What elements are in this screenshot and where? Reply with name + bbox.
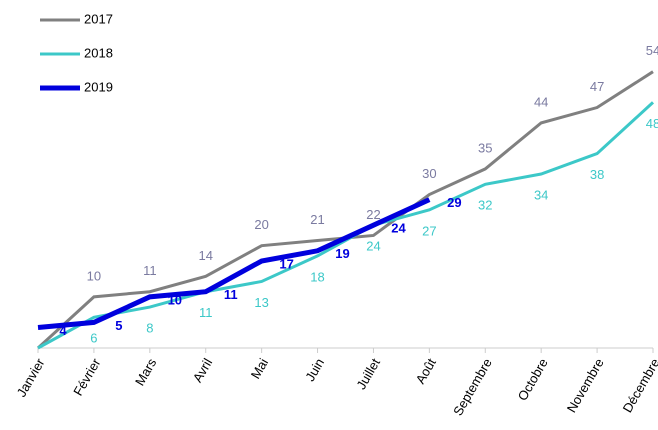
data-label: 35 bbox=[478, 140, 492, 155]
data-label: 44 bbox=[534, 94, 548, 109]
data-label: 13 bbox=[254, 295, 268, 310]
data-label: 20 bbox=[254, 217, 268, 232]
data-label: 48 bbox=[646, 116, 658, 131]
data-label: 24 bbox=[391, 221, 406, 236]
data-label: 29 bbox=[447, 195, 461, 210]
data-label: 32 bbox=[478, 198, 492, 213]
data-label: 47 bbox=[590, 79, 604, 94]
x-tick-label: Octobre bbox=[515, 356, 551, 404]
x-tick-label: Avril bbox=[190, 356, 216, 385]
legend-label: 2018 bbox=[84, 45, 113, 60]
x-tick-label: Janvier bbox=[14, 355, 48, 399]
data-label: 11 bbox=[199, 305, 213, 320]
data-label: 22 bbox=[366, 207, 380, 222]
data-label: 21 bbox=[310, 212, 324, 227]
data-label: 18 bbox=[310, 269, 324, 284]
line bbox=[37, 197, 431, 331]
data-label: 6 bbox=[90, 331, 97, 346]
data-label: 8 bbox=[146, 321, 153, 336]
data-label: 11 bbox=[224, 287, 238, 302]
x-tick-label: Juin bbox=[302, 356, 327, 384]
data-label: 10 bbox=[168, 292, 182, 307]
legend-label: 2019 bbox=[84, 79, 113, 94]
x-tick-label: Novembre bbox=[564, 356, 607, 415]
data-label: 54 bbox=[646, 43, 658, 58]
data-label: 17 bbox=[279, 256, 293, 271]
data-label: 38 bbox=[590, 167, 604, 182]
x-tick-label: Août bbox=[413, 355, 440, 386]
data-label: 14 bbox=[198, 248, 212, 263]
data-label: 34 bbox=[534, 187, 548, 202]
data-label: 5 bbox=[115, 318, 122, 333]
data-label: 30 bbox=[422, 166, 436, 181]
x-tick-label: Juillet bbox=[353, 355, 383, 392]
line bbox=[37, 101, 655, 350]
data-label: 10 bbox=[87, 268, 101, 283]
data-label: 4 bbox=[59, 323, 67, 338]
data-label: 19 bbox=[335, 246, 349, 261]
data-label: 11 bbox=[143, 263, 157, 278]
data-label: 24 bbox=[366, 239, 380, 254]
legend-label: 2017 bbox=[84, 11, 113, 26]
data-label: 27 bbox=[422, 223, 436, 238]
x-tick-label: Décembre bbox=[620, 356, 658, 415]
x-tick-label: Septembre bbox=[450, 356, 495, 419]
x-tick-label: Mai bbox=[248, 356, 272, 382]
x-tick-label: Mars bbox=[132, 355, 160, 388]
x-tick-label: Février bbox=[70, 355, 104, 398]
